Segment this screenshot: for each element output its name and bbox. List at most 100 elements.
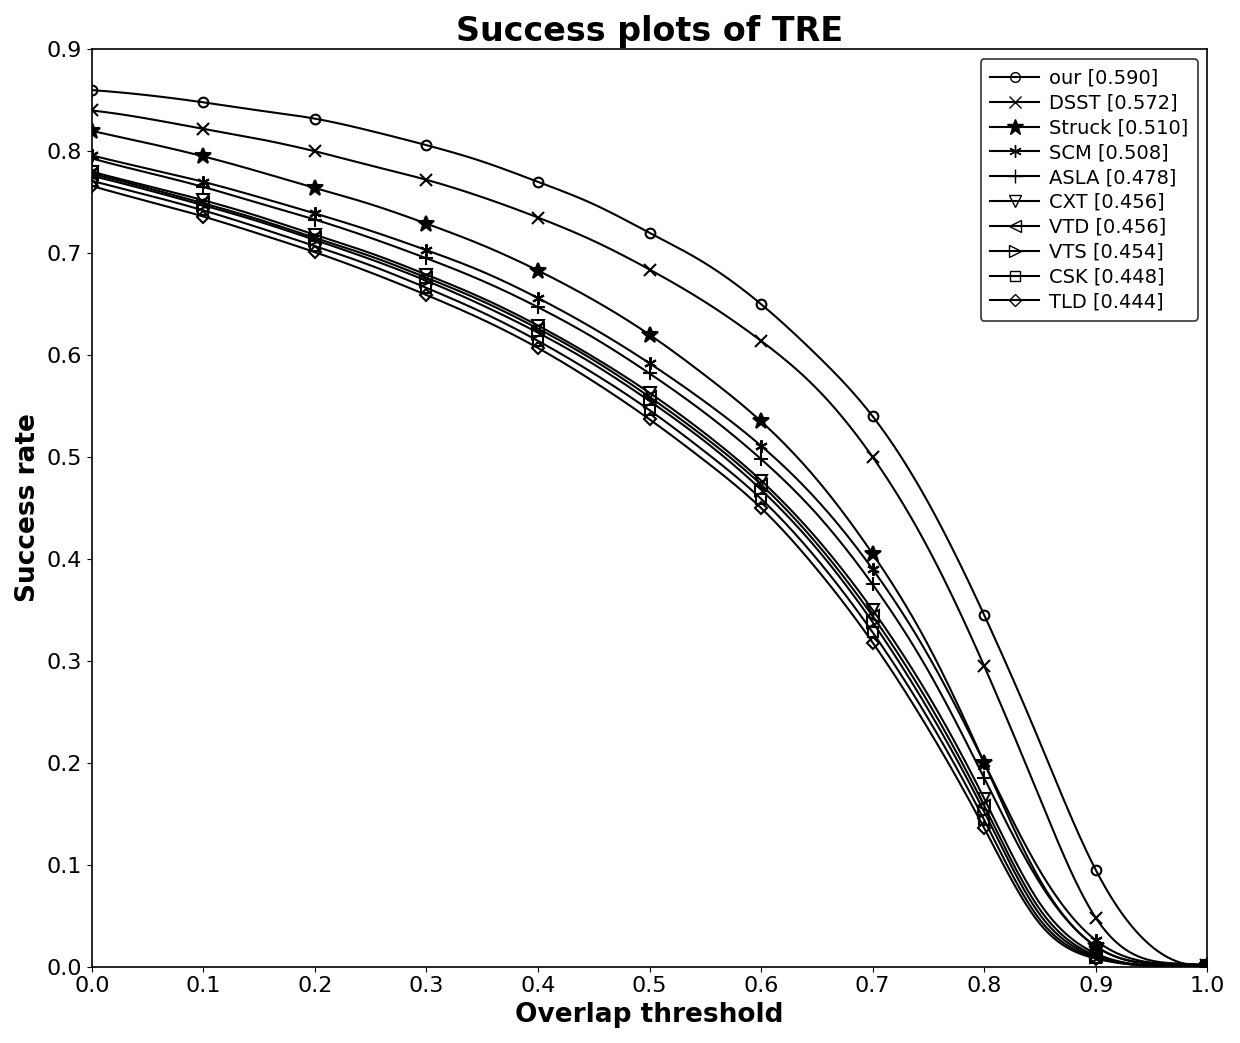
SCM [0.508] (1200, 960, 1215, 972)
DSST [0.572] (688, 290, 703, 302)
CXT [0.456] (998, 836, 1013, 849)
VTD [0.456] (998, 844, 1013, 856)
our [0.590] (614, 212, 629, 224)
CXT [0.456] (1159, 960, 1174, 972)
VTS [0.454] (998, 850, 1013, 863)
Title: Success plots of TRE: Success plots of TRE (456, 15, 843, 48)
VTS [0.454] (614, 375, 629, 388)
TLD [0.444] (998, 864, 1013, 876)
TLD [0.444] (688, 447, 703, 460)
TLD [0.444] (748, 496, 763, 509)
TLD [0.444] (84, 179, 99, 192)
TLD [0.444] (1176, 960, 1190, 972)
our [0.590] (1173, 956, 1188, 969)
ASLA [0.478] (1200, 960, 1215, 972)
SCM [0.508] (688, 389, 703, 402)
CXT [0.456] (621, 372, 636, 385)
CXT [0.456] (1176, 960, 1190, 972)
CSK [0.448] (84, 174, 99, 187)
CSK [0.448] (1164, 960, 1179, 972)
ASLA [0.478] (84, 152, 99, 165)
CSK [0.448] (1200, 960, 1215, 972)
ASLA [0.478] (1173, 959, 1188, 971)
ASLA [0.478] (688, 399, 703, 412)
CSK [0.448] (1176, 960, 1190, 972)
our [0.590] (1200, 959, 1215, 971)
TLD [0.444] (614, 393, 629, 406)
VTS [0.454] (1162, 960, 1177, 972)
SCM [0.508] (621, 343, 636, 356)
DSST [0.572] (1200, 960, 1215, 972)
our [0.590] (688, 251, 703, 264)
DSST [0.572] (998, 710, 1013, 723)
CSK [0.448] (998, 857, 1013, 870)
our [0.590] (748, 293, 763, 306)
Line: TLD [0.444]: TLD [0.444] (92, 186, 1208, 966)
DSST [0.572] (84, 104, 99, 117)
Struck [0.510] (1173, 957, 1188, 970)
TLD [0.444] (621, 398, 636, 411)
CSK [0.448] (688, 438, 703, 451)
CXT [0.456] (1200, 960, 1215, 972)
Line: our [0.590]: our [0.590] (92, 90, 1208, 966)
Line: VTS [0.454]: VTS [0.454] (92, 175, 1208, 966)
CSK [0.448] (621, 389, 636, 402)
Line: CXT [0.456]: CXT [0.456] (92, 172, 1208, 966)
Line: Struck [0.510]: Struck [0.510] (92, 130, 1208, 966)
Struck [0.510] (998, 806, 1013, 819)
VTD [0.456] (621, 377, 636, 389)
ASLA [0.478] (748, 448, 763, 461)
our [0.590] (998, 657, 1013, 670)
Line: DSST [0.572]: DSST [0.572] (92, 111, 1208, 966)
SCM [0.508] (1173, 959, 1188, 971)
Line: ASLA [0.478]: ASLA [0.478] (92, 159, 1208, 966)
VTD [0.456] (748, 474, 763, 486)
ASLA [0.478] (621, 354, 636, 366)
VTS [0.454] (748, 479, 763, 491)
X-axis label: Overlap threshold: Overlap threshold (516, 1002, 784, 1028)
SCM [0.508] (614, 339, 629, 351)
VTD [0.456] (1200, 960, 1215, 972)
SCM [0.508] (84, 149, 99, 162)
Struck [0.510] (621, 315, 636, 328)
Line: SCM [0.508]: SCM [0.508] (92, 155, 1208, 966)
SCM [0.508] (998, 801, 1013, 814)
Legend: our [0.590], DSST [0.572], Struck [0.510], SCM [0.508], ASLA [0.478], CXT [0.456: our [0.590], DSST [0.572], Struck [0.510… (981, 59, 1198, 321)
VTD [0.456] (614, 371, 629, 384)
Struck [0.510] (1200, 960, 1215, 972)
SCM [0.508] (748, 435, 763, 447)
DSST [0.572] (614, 248, 629, 261)
TLD [0.444] (1200, 960, 1215, 972)
VTS [0.454] (84, 169, 99, 181)
DSST [0.572] (748, 331, 763, 343)
VTD [0.456] (84, 168, 99, 180)
ASLA [0.478] (614, 348, 629, 361)
Struck [0.510] (688, 362, 703, 374)
VTS [0.454] (688, 428, 703, 440)
CXT [0.456] (688, 419, 703, 432)
TLD [0.444] (1164, 960, 1179, 972)
CXT [0.456] (84, 166, 99, 178)
CXT [0.456] (614, 368, 629, 381)
CXT [0.456] (748, 469, 763, 482)
VTS [0.454] (621, 381, 636, 393)
Line: CSK [0.448]: CSK [0.448] (92, 180, 1208, 966)
ASLA [0.478] (998, 816, 1013, 828)
our [0.590] (621, 215, 636, 227)
DSST [0.572] (621, 251, 636, 264)
Line: VTD [0.456]: VTD [0.456] (92, 174, 1208, 966)
Struck [0.510] (748, 410, 763, 422)
VTS [0.454] (1200, 960, 1215, 972)
VTD [0.456] (688, 423, 703, 436)
VTD [0.456] (1176, 960, 1190, 972)
CSK [0.448] (748, 488, 763, 501)
VTS [0.454] (1176, 960, 1190, 972)
VTD [0.456] (1157, 960, 1172, 972)
Y-axis label: Success rate: Success rate (15, 414, 41, 603)
DSST [0.572] (1173, 957, 1188, 970)
Struck [0.510] (84, 124, 99, 137)
our [0.590] (84, 83, 99, 96)
CSK [0.448] (614, 385, 629, 397)
our [0.590] (1190, 960, 1205, 972)
Struck [0.510] (614, 311, 629, 323)
